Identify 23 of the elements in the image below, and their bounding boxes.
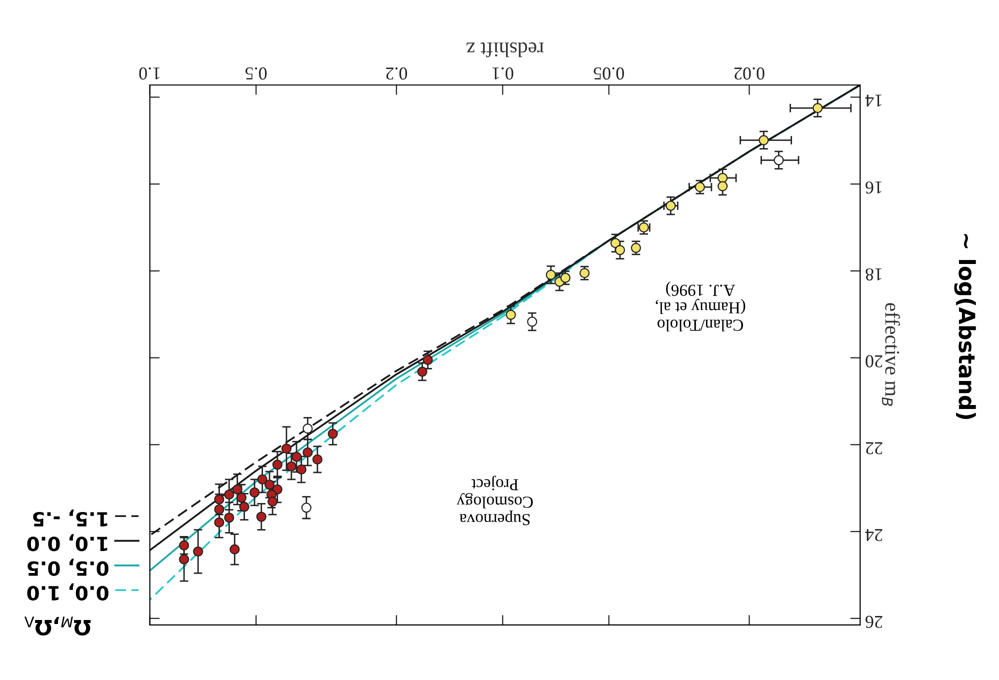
y-tick-label: 16 xyxy=(866,181,882,194)
x-tick-label: 1.0 xyxy=(139,67,160,80)
text: ~ log(Abstand) xyxy=(954,234,976,420)
y-tick-label: 18 xyxy=(866,268,882,280)
annotation: Calan/Tololo (Hamuy et al, A.J. 1996) xyxy=(656,281,746,332)
x-tick-label: 0.02 xyxy=(734,67,764,80)
annotation: Supernova Cosmology Project xyxy=(456,476,533,526)
legend-title: Ω$_{M}$,Ω$_{Λ}$ xyxy=(24,616,91,636)
y-tick-label: 24 xyxy=(865,529,882,542)
y-axis-title: effective m$_{B}$ xyxy=(882,303,900,406)
y-tick-label: 20 xyxy=(866,355,882,368)
x-tick-label: 0.2 xyxy=(386,67,408,80)
x-tick-label: 0.05 xyxy=(594,67,624,80)
y-tick-label: 26 xyxy=(866,616,882,628)
x-tick-label: 0.5 xyxy=(245,67,267,80)
legend-label: 0.5, 0.5 xyxy=(28,558,108,576)
legend-label: 1.5, -.5 xyxy=(33,509,108,526)
y-tick-label: 22 xyxy=(866,442,882,454)
x-axis-title: redshift z xyxy=(466,42,544,58)
legend-label: 1.0, 0.0 xyxy=(27,534,108,552)
x-tick-label: 0.1 xyxy=(492,67,514,80)
legend-label: 0.0, 1.0 xyxy=(27,583,108,601)
y-tick-label: 14 xyxy=(865,94,882,107)
